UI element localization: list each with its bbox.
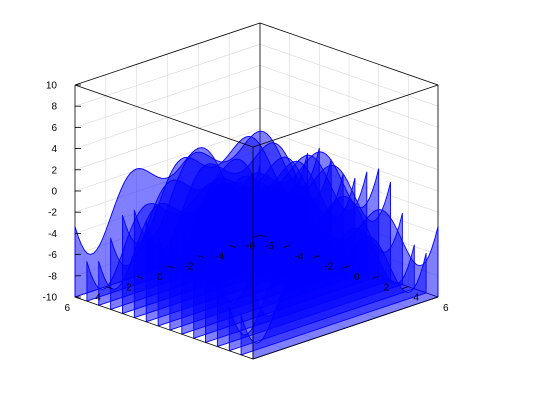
y-tick-label: 2 <box>126 282 132 293</box>
x-axis-ticks: -6 -4 -2 0 2 4 6 <box>253 234 449 314</box>
y-tick-mark <box>259 234 267 238</box>
x-tick-label: 2 <box>384 282 390 293</box>
box-edge <box>252 84 439 148</box>
z-tick-label: -4 <box>48 229 57 240</box>
x-tick-label: -4 <box>295 251 304 262</box>
y-tick-mark <box>74 296 82 300</box>
x-tick-mark <box>342 265 350 269</box>
z-tick-label: -8 <box>48 271 57 282</box>
z-tick-label: 8 <box>51 102 57 113</box>
y-tick-mark <box>198 255 205 259</box>
y-tick-label: 6 <box>64 303 70 314</box>
y-tick-mark <box>167 265 174 269</box>
x-tick-mark <box>402 286 409 290</box>
y-tick-label: 4 <box>95 293 101 304</box>
axes-box-front <box>74 84 439 360</box>
x-tick-label: 0 <box>354 272 360 283</box>
ribbon-series-group <box>74 130 439 360</box>
box-edge <box>74 296 254 360</box>
ribbon-x-15 <box>252 209 439 360</box>
box-edge <box>74 84 254 148</box>
y-tick-label: 0 <box>157 272 163 283</box>
y-axis-ticks: -6 -4 -2 0 2 4 6 <box>64 234 267 314</box>
x-tick-mark <box>431 296 439 300</box>
x-tick-mark <box>372 275 379 279</box>
y-tick-mark <box>229 244 236 248</box>
x-tick-mark <box>253 234 261 238</box>
z-tick-label: 6 <box>51 123 57 134</box>
box-edge <box>74 22 261 86</box>
y-tick-label: -2 <box>184 262 193 273</box>
z-tick-label: -2 <box>48 208 57 219</box>
y-tick-mark <box>136 275 143 279</box>
z-tick-label: 2 <box>51 165 57 176</box>
x-tick-mark <box>313 255 320 259</box>
z-tick-label: 0 <box>51 187 57 198</box>
box-edge <box>259 22 439 86</box>
x-tick-label: 4 <box>413 293 419 304</box>
z-tick-label: 10 <box>46 81 58 92</box>
y-tick-mark <box>105 286 112 290</box>
z-tick-label: 4 <box>51 144 57 155</box>
box-edge <box>252 296 439 360</box>
z-axis-ticks: -10 -8 -6 -4 -2 0 2 4 6 8 10 <box>43 81 81 304</box>
x-tick-mark <box>283 244 290 248</box>
x-tick-label: -2 <box>324 262 333 273</box>
z-tick-label: -10 <box>43 293 58 304</box>
x-tick-label: -6 <box>265 241 274 252</box>
y-tick-label: -6 <box>246 241 255 252</box>
z-tick-label: -6 <box>48 250 57 261</box>
y-tick-label: -4 <box>215 251 224 262</box>
x-tick-label: 6 <box>443 303 449 314</box>
